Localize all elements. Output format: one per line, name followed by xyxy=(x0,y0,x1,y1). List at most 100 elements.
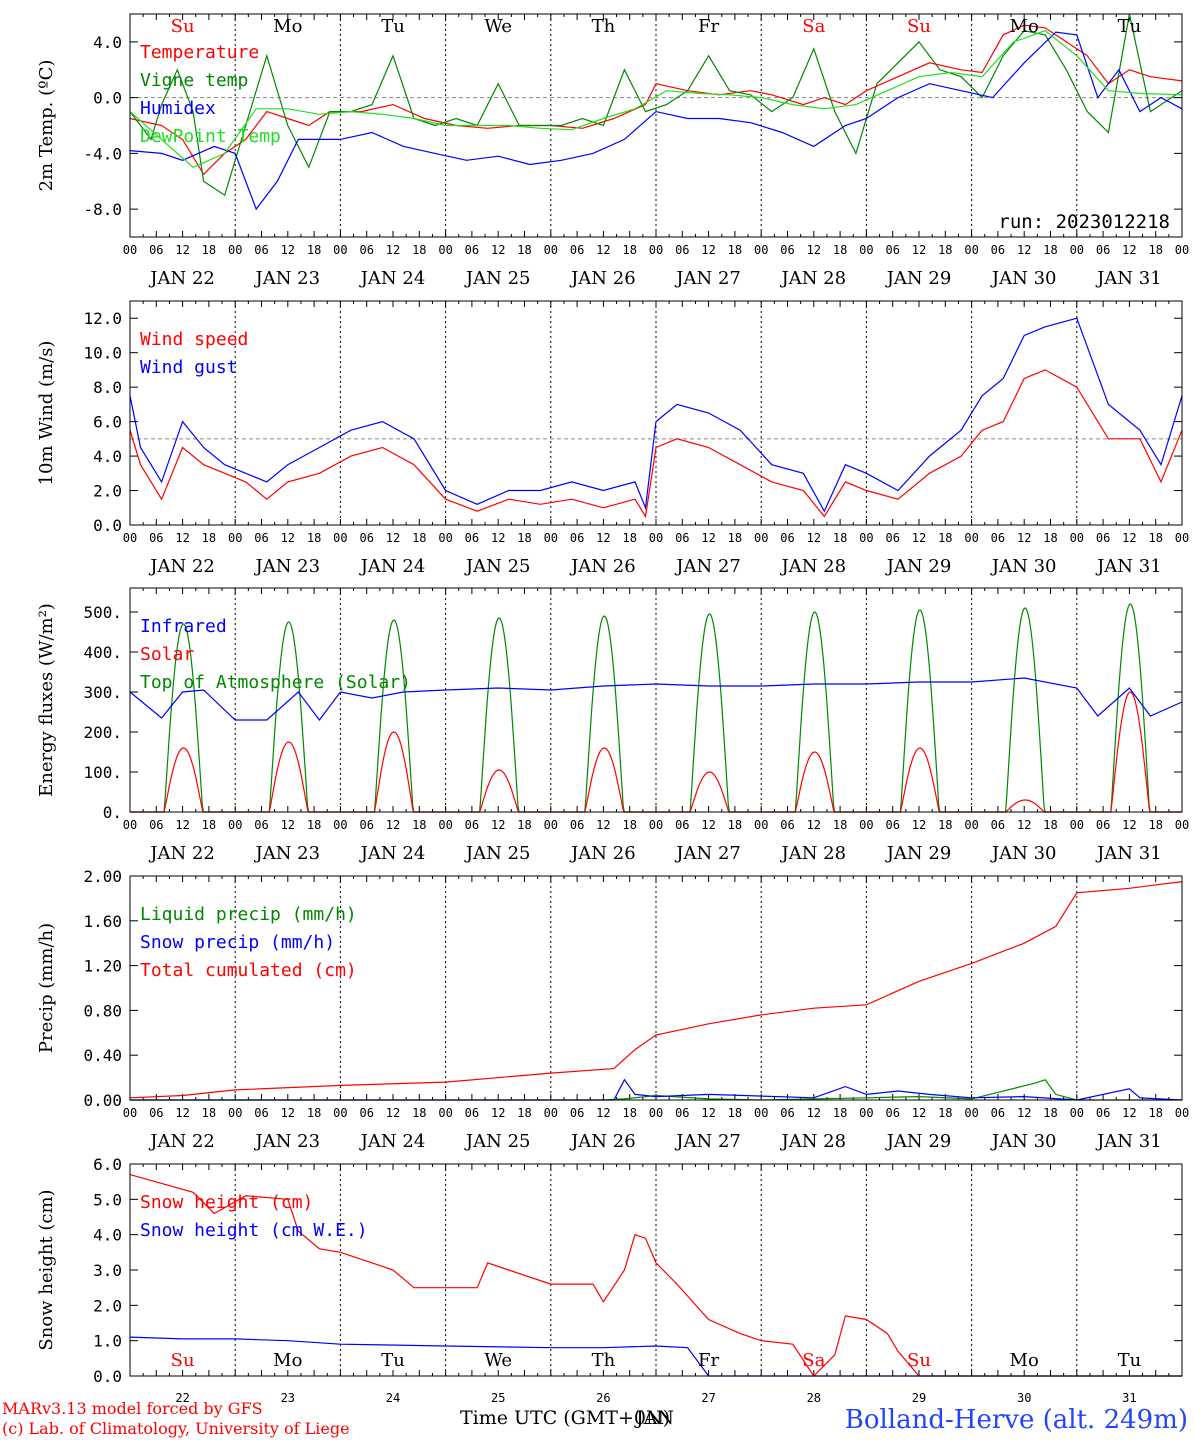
y-tick-label: 0.0 xyxy=(93,1367,122,1386)
hour-tick-label: 12 xyxy=(1017,531,1031,545)
hour-tick-label: 18 xyxy=(1148,1106,1162,1120)
date-label: JAN 22 xyxy=(148,268,215,289)
date-label: JAN 24 xyxy=(359,556,426,577)
hour-tick-label: 00 xyxy=(649,818,663,832)
date-label: JAN 24 xyxy=(359,268,426,289)
hour-tick-label: 00 xyxy=(859,243,873,257)
hour-tick-label: 06 xyxy=(254,818,268,832)
y-tick-label: 300. xyxy=(83,683,122,702)
weekday-label: Mo xyxy=(273,16,302,37)
hour-tick-label: 18 xyxy=(307,243,321,257)
hour-tick-label: 12 xyxy=(1017,243,1031,257)
hour-tick-label: 06 xyxy=(570,818,584,832)
hour-tick-label: 00 xyxy=(649,531,663,545)
legend-entry: Snow height (cm W.E.) xyxy=(140,1220,368,1241)
hour-tick-label: 18 xyxy=(1148,243,1162,257)
series-line xyxy=(130,1079,1182,1101)
hour-tick-label: 00 xyxy=(649,243,663,257)
hour-tick-label: 00 xyxy=(964,1106,978,1120)
panel-3: 0. 100. 200. 300. 400. 500. Energy fluxes (W/m… xyxy=(36,587,1189,864)
hour-tick-label: 18 xyxy=(412,1106,426,1120)
hour-tick-label: 18 xyxy=(1043,818,1057,832)
hour-tick-label: 00 xyxy=(649,1106,663,1120)
date-label: JAN 22 xyxy=(148,843,215,864)
legend-entry: Snow precip (mm/h) xyxy=(140,932,335,953)
weekday-label: Sa xyxy=(802,16,825,37)
day-number-label: 23 xyxy=(281,1391,295,1405)
day-number-label: 22 xyxy=(175,1391,189,1405)
series-line xyxy=(129,317,1183,513)
hour-tick-label: 06 xyxy=(991,818,1005,832)
hour-tick-label: 00 xyxy=(333,1106,347,1120)
hour-tick-label: 06 xyxy=(465,531,479,545)
date-label: JAN 23 xyxy=(254,556,321,577)
hour-tick-label: 18 xyxy=(517,243,531,257)
legend-entry: Total cumulated (cm) xyxy=(140,960,357,981)
y-tick-label: 8.0 xyxy=(93,378,122,397)
date-label: JAN 27 xyxy=(674,843,741,864)
hour-tick-label: 06 xyxy=(465,818,479,832)
hour-tick-label: 12 xyxy=(701,818,715,832)
legend-entry: Liquid precip (mm/h) xyxy=(140,904,357,925)
date-label: JAN 28 xyxy=(780,268,847,289)
hour-tick-label: 18 xyxy=(1043,531,1057,545)
hour-tick-label: 00 xyxy=(1175,818,1189,832)
meteogram-panels: -8.0 -4.0 0.0 4.0 2m Temp. (ºC) Temperature Vi… xyxy=(36,13,1189,1405)
y-tick-label: 2.0 xyxy=(93,482,122,501)
weekday-label: Su xyxy=(171,16,195,37)
date-label: JAN 29 xyxy=(885,268,952,289)
hour-tick-label: 00 xyxy=(859,531,873,545)
y-tick-label: 0.0 xyxy=(93,89,122,108)
hour-tick-label: 00 xyxy=(1175,243,1189,257)
hour-tick-label: 06 xyxy=(254,243,268,257)
hour-tick-label: 12 xyxy=(807,243,821,257)
hour-tick-label: 12 xyxy=(701,243,715,257)
hour-tick-label: 18 xyxy=(517,1106,531,1120)
day-number-label: 24 xyxy=(386,1391,400,1405)
weekday-label: Mo xyxy=(1010,1350,1039,1371)
hour-tick-label: 18 xyxy=(728,531,742,545)
hour-tick-label: 18 xyxy=(622,243,636,257)
weekday-label: Th xyxy=(592,16,616,37)
hour-tick-label: 06 xyxy=(1096,243,1110,257)
y-tick-label: 4.0 xyxy=(93,33,122,52)
series-line xyxy=(129,13,1183,197)
hour-tick-label: 12 xyxy=(807,818,821,832)
date-label: JAN 31 xyxy=(1095,1131,1162,1152)
legend-entry: Infrared xyxy=(140,616,227,637)
hour-tick-label: 12 xyxy=(175,531,189,545)
panel-frame xyxy=(129,875,1183,1101)
hour-tick-label: 18 xyxy=(517,818,531,832)
hour-tick-label: 06 xyxy=(885,818,899,832)
weekday-label: Tu xyxy=(1118,1350,1142,1371)
hour-tick-label: 00 xyxy=(859,818,873,832)
hour-tick-label: 00 xyxy=(228,531,242,545)
date-label: JAN 23 xyxy=(254,268,321,289)
hour-tick-label: 00 xyxy=(123,1106,137,1120)
day-number-label: 28 xyxy=(807,1391,821,1405)
hour-tick-label: 18 xyxy=(622,1106,636,1120)
hour-tick-label: 12 xyxy=(807,531,821,545)
hour-tick-label: 00 xyxy=(964,243,978,257)
y-tick-label: 0.0 xyxy=(93,516,122,535)
hour-tick-label: 12 xyxy=(701,1106,715,1120)
date-label: JAN 23 xyxy=(254,843,321,864)
hour-tick-label: 12 xyxy=(175,243,189,257)
weekday-label: Su xyxy=(171,1350,195,1371)
y-tick-label: 6.0 xyxy=(93,1155,122,1174)
hour-tick-label: 12 xyxy=(281,243,295,257)
day-number-label: 29 xyxy=(912,1391,926,1405)
hour-tick-label: 00 xyxy=(859,1106,873,1120)
y-tick-label: 4.0 xyxy=(93,447,122,466)
hour-tick-label: 06 xyxy=(570,531,584,545)
hour-tick-label: 12 xyxy=(491,531,505,545)
hour-tick-label: 12 xyxy=(386,243,400,257)
hour-tick-label: 00 xyxy=(123,531,137,545)
hour-tick-label: 18 xyxy=(938,1106,952,1120)
hour-tick-label: 12 xyxy=(281,818,295,832)
hour-tick-label: 00 xyxy=(754,1106,768,1120)
hour-tick-label: 12 xyxy=(596,1106,610,1120)
hour-tick-label: 18 xyxy=(728,243,742,257)
hour-tick-label: 12 xyxy=(596,531,610,545)
